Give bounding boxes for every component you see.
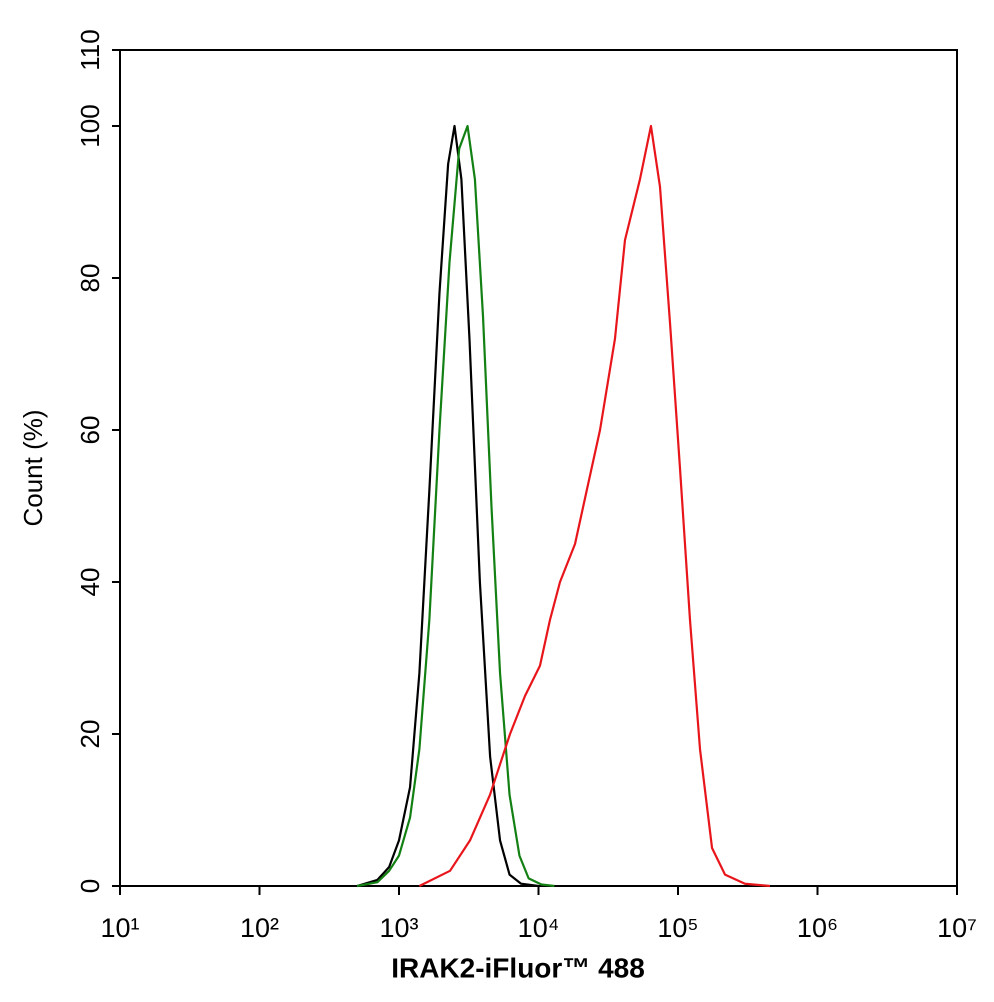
x-tick-label: 10¹ [100,913,139,943]
x-tick-label: 10⁷ [937,913,977,943]
histogram-line [356,124,539,888]
x-tick-label: 10³ [379,913,418,943]
y-tick-label: 80 [75,264,105,293]
histogram-line [418,124,771,888]
y-tick-label: 20 [75,720,105,749]
x-axis-title: IRAK2-iFluor™ 488 [391,952,645,983]
x-tick-label: 10⁶ [797,913,838,943]
y-tick-label: 110 [75,29,105,70]
y-tick-label: 40 [75,568,105,597]
x-tick-label: 10⁴ [518,913,560,943]
x-tick-label: 10² [240,913,279,943]
histogram-line [356,124,555,888]
plot-frame [119,49,958,887]
y-tick-label: 0 [75,879,105,893]
y-tick-label: 100 [75,104,105,147]
y-axis-title: Count (%) [18,409,48,526]
x-tick-label: 10⁵ [657,913,698,943]
y-tick-label: 60 [75,416,105,445]
